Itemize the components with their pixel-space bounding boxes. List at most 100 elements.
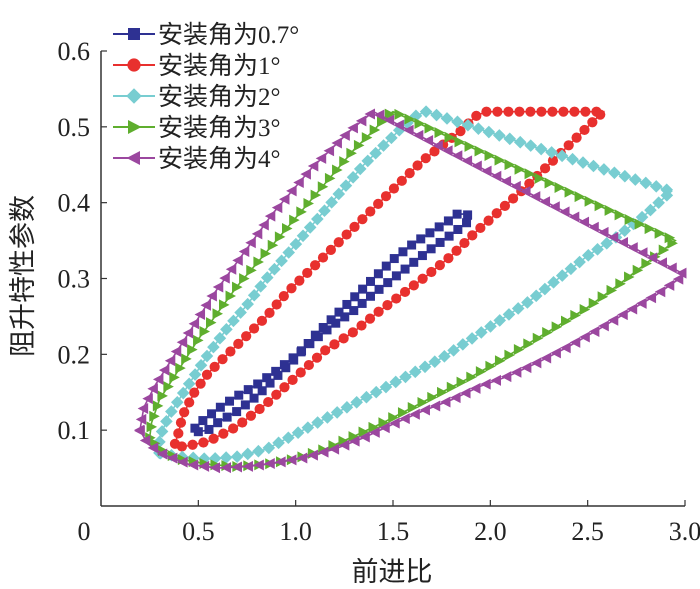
data-point: [492, 106, 503, 117]
data-point: [295, 367, 306, 378]
data-point: [359, 431, 370, 443]
data-point: [173, 428, 184, 439]
data-point: [170, 396, 184, 409]
data-point: [550, 347, 561, 359]
data-point: [320, 345, 331, 356]
data-point: [502, 308, 516, 321]
data-point: [260, 271, 274, 284]
data-point: [554, 182, 566, 194]
data-point: [664, 232, 676, 244]
data-point: [301, 421, 315, 434]
data-point: [175, 417, 187, 428]
data-point: [416, 234, 426, 244]
data-point: [152, 400, 164, 412]
data-point: [393, 119, 404, 131]
data-point: [311, 352, 323, 363]
data-point: [434, 127, 446, 139]
data-point: [539, 196, 551, 208]
data-point: [389, 417, 400, 429]
data-point: [455, 126, 466, 137]
data-point: [225, 263, 237, 275]
data-point: [349, 221, 360, 232]
series-1: [190, 209, 473, 437]
data-point: [350, 292, 360, 302]
data-point: [409, 408, 420, 420]
data-point: [256, 315, 268, 326]
legend-item: 安装角为1°: [113, 52, 281, 80]
data-point: [195, 378, 206, 389]
data-point: [635, 210, 649, 224]
data-point: [286, 185, 297, 197]
data-point: [373, 269, 383, 279]
data-point: [521, 296, 534, 309]
data-point: [126, 151, 140, 165]
data-point: [242, 460, 253, 472]
data-point: [380, 191, 392, 202]
data-point: [187, 439, 198, 450]
data-point: [218, 428, 229, 439]
data-point: [579, 303, 591, 315]
data-point: [127, 58, 141, 72]
data-point: [373, 306, 384, 317]
legend-item: 安装角为4°: [113, 145, 281, 173]
data-point: [213, 418, 223, 428]
data-point: [514, 163, 526, 175]
data-point: [264, 307, 275, 318]
data-point: [340, 312, 350, 322]
data-point: [428, 355, 442, 369]
data-point: [240, 400, 250, 410]
legend-label: 安装角为0.7°: [158, 21, 299, 49]
data-point: [408, 365, 422, 379]
data-point: [289, 214, 300, 226]
data-point: [399, 413, 410, 425]
data-point: [624, 214, 636, 226]
data-point: [482, 125, 496, 139]
data-point: [230, 450, 244, 464]
data-point: [417, 251, 427, 261]
data-point: [636, 297, 647, 309]
data-point: [470, 382, 481, 394]
data-point: [574, 191, 586, 203]
data-point: [379, 422, 390, 434]
data-point: [358, 284, 368, 294]
data-point: [569, 106, 580, 117]
data-point: [282, 246, 296, 259]
data-point: [529, 289, 543, 303]
data-point: [373, 198, 384, 209]
data-point: [323, 145, 335, 157]
data-point: [232, 254, 243, 266]
data-point: [530, 357, 542, 369]
data-point: [176, 386, 190, 400]
data-point: [330, 406, 344, 419]
data-point: [212, 281, 224, 293]
series-3: [153, 105, 674, 465]
data-point: [227, 314, 240, 328]
data-point: [234, 306, 247, 319]
data-point: [400, 264, 410, 274]
data-point: [272, 436, 285, 450]
data-point: [209, 462, 221, 474]
data-point: [560, 315, 572, 327]
data-point: [360, 390, 373, 404]
data-point: [587, 159, 600, 173]
data-point: [446, 381, 458, 393]
data-point: [181, 353, 192, 365]
data-point: [424, 122, 435, 134]
data-point: [286, 283, 297, 294]
data-point: [451, 150, 463, 162]
data-point: [529, 191, 541, 203]
data-point: [239, 273, 250, 285]
data-point: [447, 344, 460, 357]
data-point: [513, 135, 527, 149]
data-point: [388, 183, 400, 194]
data-point: [149, 410, 160, 422]
data-point: [245, 410, 257, 421]
data-point: [264, 210, 276, 222]
data-point: [667, 237, 678, 249]
data-point: [311, 416, 324, 429]
data-point: [490, 374, 502, 386]
data-point: [169, 371, 180, 383]
data-point: [442, 145, 453, 157]
data-point: [254, 403, 265, 415]
data-point: [414, 118, 425, 130]
